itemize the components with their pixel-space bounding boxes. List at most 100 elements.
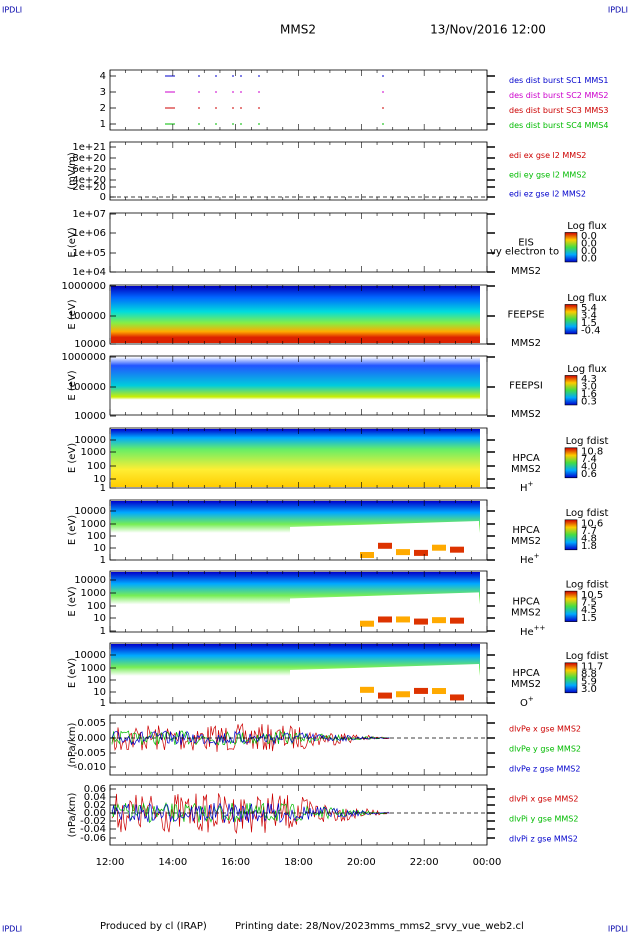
- burst-mark: [165, 91, 175, 93]
- corner-label: IPDLI: [2, 925, 22, 934]
- spectrogram: [111, 429, 480, 487]
- instrument-label: FEEPSI: [509, 381, 543, 392]
- burst-mark: [382, 75, 384, 77]
- y-tick-label: -0.010: [74, 762, 106, 773]
- burst-mark: [258, 107, 260, 109]
- species-label: H+: [520, 480, 534, 494]
- spacecraft-label: MMS2: [511, 266, 541, 277]
- burst-mark: [232, 107, 234, 109]
- burst-mark: [215, 91, 217, 93]
- y-tick-label: 100000: [68, 311, 106, 322]
- burst-mark: [198, 75, 200, 77]
- burst-mark: [240, 123, 242, 125]
- colorbar-label: 5.9: [581, 677, 597, 688]
- spectrogram-patch: [432, 688, 446, 695]
- colorbar-label: -0.4: [581, 325, 601, 336]
- y-tick-label: 10000: [74, 506, 106, 517]
- y-tick-label: 4: [100, 71, 106, 82]
- y-tick-label: -0.04: [80, 824, 106, 835]
- y-tick-label: 0.02: [84, 800, 106, 811]
- spectrogram-patch: [360, 551, 374, 558]
- y-tick-label: 1e+04: [72, 267, 106, 278]
- legend-entry: des dist burst SC4 MMS4: [509, 121, 608, 130]
- burst-mark: [382, 123, 384, 125]
- trace: [111, 793, 390, 835]
- legend-entry: dlvPe z gse MMS2: [509, 765, 580, 774]
- colorbar: [564, 519, 578, 551]
- colorbar-label: 0.3: [581, 396, 597, 407]
- spectrogram-patch: [414, 549, 428, 556]
- legend-entry: edi ey gse l2 MMS2: [509, 170, 587, 179]
- spacecraft-label: MMS2: [511, 536, 541, 547]
- y-tick-label: -0.06: [80, 833, 106, 844]
- spectrogram-patch: [450, 546, 464, 553]
- x-tick-label: 12:00: [96, 857, 125, 868]
- overlay-note: vy electron to: [490, 246, 559, 257]
- corner-label: IPDLI: [2, 6, 22, 15]
- colorbar-label: 10.5: [581, 590, 603, 601]
- y-tick-label: -0.02: [80, 816, 106, 827]
- y-axis-label: E (eV): [67, 443, 78, 473]
- legend-entry: dlvPi y gse MMS2: [509, 815, 578, 824]
- spacecraft-label: MMS2: [511, 409, 541, 420]
- burst-mark: [232, 123, 234, 125]
- colorbar-label: 0.0: [581, 246, 597, 257]
- x-tick-label: 00:00: [473, 857, 502, 868]
- y-tick-label: 1000: [81, 588, 106, 599]
- colorbar-label: 1.5: [581, 613, 597, 624]
- spectrogram-patch: [360, 686, 374, 693]
- burst-mark: [165, 123, 175, 125]
- spacecraft-label: MMS2: [511, 607, 541, 618]
- y-tick-label: 0: [100, 192, 106, 203]
- y-tick-label: 4e+20: [72, 175, 106, 186]
- species-name: O: [520, 698, 528, 709]
- spectrogram-patch: [396, 616, 410, 623]
- spectrogram-patch: [450, 617, 464, 624]
- colorbar-label: 0.0: [581, 239, 597, 250]
- species-charge: +: [534, 552, 540, 560]
- colorbar-label: 1.5: [581, 318, 597, 329]
- x-tick-label: 18:00: [284, 857, 313, 868]
- instrument-label: FEEPSE: [507, 310, 544, 321]
- spectrogram-patch: [432, 544, 446, 551]
- burst-mark: [240, 75, 242, 77]
- legend-entry: des dist burst SC3 MMS3: [509, 106, 608, 115]
- colorbar-title: Log fdist: [566, 436, 609, 447]
- species-name: He: [520, 627, 534, 638]
- legend-entry: dlvPi z gse MMS2: [509, 835, 578, 844]
- spectrogram-patch: [378, 542, 392, 549]
- legend-entry: des dist burst SC1 MMS1: [509, 76, 608, 85]
- colorbar-label: 0.6: [581, 469, 597, 480]
- y-tick-label: 10: [93, 613, 106, 624]
- y-axis-label: E (eV): [67, 586, 78, 616]
- y-axis-label: E (eV): [67, 227, 78, 257]
- y-tick-label: 8e+20: [72, 153, 106, 164]
- spectrogram: [111, 357, 480, 414]
- burst-mark: [198, 91, 200, 93]
- burst-mark: [215, 123, 217, 125]
- y-axis-label: E (eV): [67, 370, 78, 400]
- burst-mark: [165, 75, 175, 77]
- y-tick-label: 1e+07: [72, 209, 106, 220]
- y-tick-label: 10000: [74, 575, 106, 586]
- footer-file: mms_mms2_srvy_vue_web2.cl: [370, 921, 524, 932]
- spectrogram-patch: [414, 687, 428, 694]
- colorbar-label: 4.5: [581, 605, 597, 616]
- legend-entry: dlvPe x gse MMS2: [509, 725, 581, 734]
- y-tick-label: 100000: [68, 382, 106, 393]
- colorbar-label: 4.3: [581, 374, 597, 385]
- y-tick-label: 0.000: [77, 733, 106, 744]
- y-tick-label: 1000000: [61, 281, 106, 292]
- burst-mark: [198, 107, 200, 109]
- y-tick-label: 1e+06: [72, 228, 106, 239]
- colorbar: [564, 304, 578, 335]
- burst-mark: [232, 91, 234, 93]
- colorbar: [564, 447, 578, 479]
- spacecraft-label: MMS2: [511, 338, 541, 349]
- instrument-label: EIS: [518, 238, 534, 249]
- x-tick-label: 16:00: [221, 857, 250, 868]
- y-tick-label: 1e+21: [72, 142, 106, 153]
- burst-mark: [215, 107, 217, 109]
- colorbar-title: Log fdist: [566, 651, 609, 662]
- legend-entry: dlvPi x gse MMS2: [509, 795, 578, 804]
